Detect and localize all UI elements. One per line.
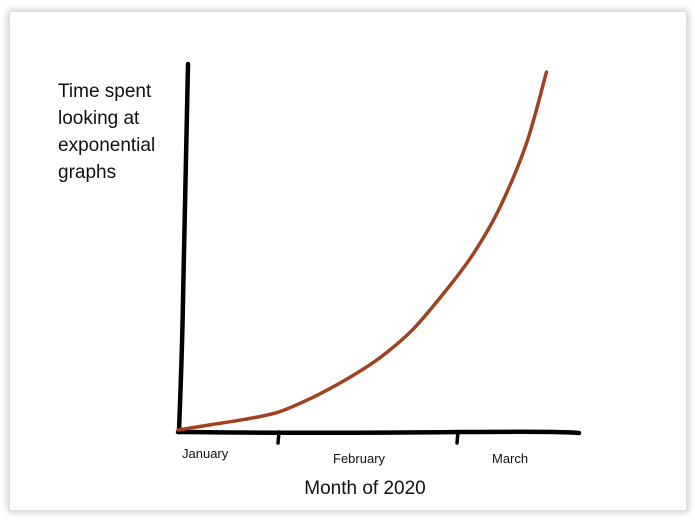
series-line-0 bbox=[176, 70, 549, 432]
x-tick-label-january: January bbox=[182, 446, 229, 461]
chart-card bbox=[10, 12, 686, 510]
x-tick-label-february: February bbox=[333, 451, 386, 466]
x-tick-label-march: March bbox=[492, 451, 529, 466]
y-axis-line bbox=[176, 61, 191, 435]
x-axis-line bbox=[175, 429, 582, 436]
series-layer bbox=[176, 70, 549, 432]
x-axis-label: Month of 2020 bbox=[304, 478, 426, 499]
x-tick-mark-1 bbox=[276, 430, 281, 445]
axes-group bbox=[175, 61, 582, 445]
x-tick-mark-2 bbox=[455, 430, 460, 445]
y-axis-label: Time spent looking at exponential graphs bbox=[58, 81, 156, 183]
